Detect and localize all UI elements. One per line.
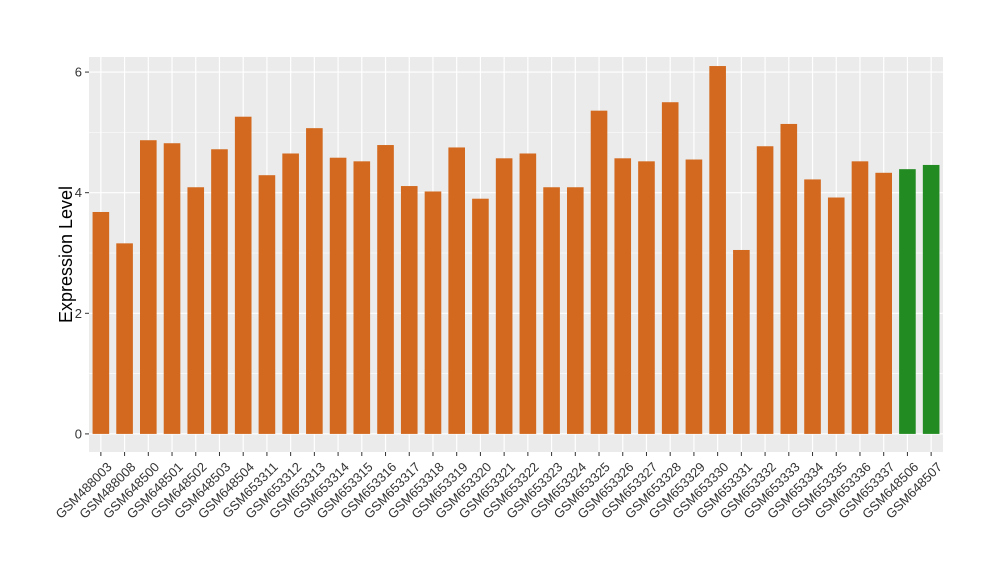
bar [685, 159, 703, 434]
bar [211, 149, 228, 434]
bar [804, 179, 821, 434]
bar [661, 102, 679, 434]
x-axis: GSM488003GSM488008GSM648500GSM648501GSM6… [53, 452, 945, 522]
bar [519, 153, 537, 434]
bar [116, 243, 133, 434]
bar [827, 197, 845, 434]
bar [543, 187, 560, 434]
bar [875, 172, 892, 434]
bar [756, 146, 774, 434]
bar [306, 128, 323, 434]
bar [92, 211, 110, 434]
y-tick-label: 4 [75, 185, 82, 200]
plot-panel [89, 57, 943, 452]
bar [638, 161, 655, 434]
bar [140, 140, 157, 434]
bar [590, 110, 608, 434]
bar [377, 145, 394, 434]
y-tick-label: 0 [75, 426, 82, 441]
bar [495, 158, 513, 434]
bar [780, 123, 798, 434]
bar [733, 249, 750, 434]
y-tick-label: 6 [75, 65, 82, 80]
bar [448, 147, 465, 434]
bar [329, 157, 347, 434]
bar [899, 169, 916, 434]
y-axis: 0 2 4 6 [75, 65, 89, 441]
y-axis-title: Expression Level [56, 186, 76, 323]
bar [614, 158, 632, 434]
bar [163, 143, 181, 434]
bar [353, 161, 371, 434]
bar [709, 66, 726, 434]
bar [234, 116, 252, 434]
bar [424, 191, 442, 434]
bar [282, 153, 299, 434]
y-tick-label: 2 [75, 306, 82, 321]
bar [851, 161, 869, 434]
bars [92, 66, 940, 434]
bar [922, 164, 940, 434]
bar [187, 187, 205, 434]
bar [567, 187, 584, 434]
bar [472, 198, 489, 434]
bar [258, 175, 276, 434]
bar [400, 186, 418, 434]
